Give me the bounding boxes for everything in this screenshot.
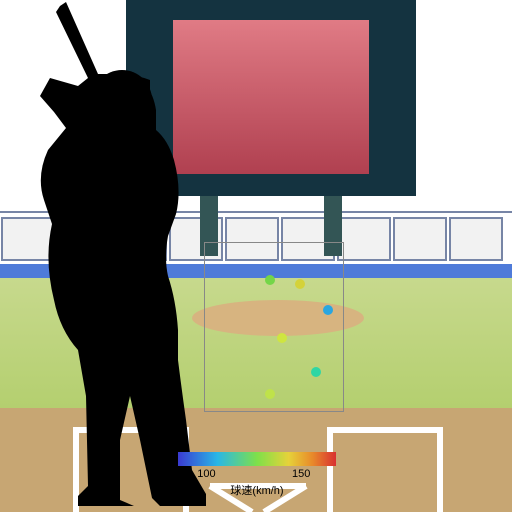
- pitch-marker: [323, 305, 333, 315]
- speed-axis-label: 球速(km/h): [230, 482, 283, 498]
- strike-zone-box: [204, 242, 344, 412]
- speed-tick: 100: [197, 468, 215, 480]
- speed-colorbar: [178, 452, 336, 466]
- pitch-marker: [277, 333, 287, 343]
- speed-tick: 150: [292, 468, 310, 480]
- pitch-marker: [265, 275, 275, 285]
- pitch-marker: [295, 279, 305, 289]
- pitch-marker: [311, 367, 321, 377]
- pitch-marker: [265, 389, 275, 399]
